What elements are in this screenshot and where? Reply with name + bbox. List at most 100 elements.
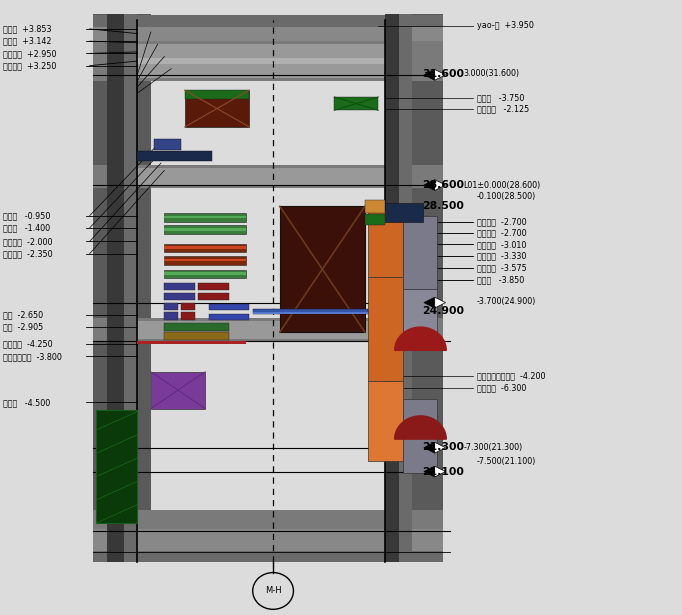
- Bar: [137, 321, 385, 339]
- Bar: [164, 259, 246, 261]
- Bar: [164, 228, 246, 231]
- Text: 送风管  +3.853: 送风管 +3.853: [3, 25, 51, 33]
- Bar: [253, 312, 368, 314]
- Bar: [253, 309, 368, 314]
- Bar: [385, 204, 423, 222]
- Polygon shape: [395, 327, 446, 351]
- Text: 弱电桥架  -3.330: 弱电桥架 -3.330: [477, 252, 527, 261]
- Bar: [164, 226, 246, 234]
- Text: 21.100: 21.100: [423, 467, 464, 477]
- Bar: [93, 14, 151, 561]
- Bar: [385, 14, 443, 561]
- Text: 弱电桥架  -2.700: 弱电桥架 -2.700: [477, 217, 527, 226]
- Bar: [404, 289, 437, 344]
- Bar: [106, 14, 123, 561]
- Bar: [164, 272, 246, 275]
- Bar: [164, 216, 246, 218]
- Bar: [137, 58, 385, 65]
- Bar: [93, 529, 443, 552]
- Bar: [185, 90, 250, 100]
- Bar: [137, 168, 385, 186]
- Bar: [385, 14, 402, 561]
- Bar: [368, 381, 404, 461]
- Bar: [404, 399, 437, 473]
- Text: 强电桥架  -2.000: 强电桥架 -2.000: [3, 237, 53, 246]
- Bar: [209, 314, 250, 320]
- Text: 21.300: 21.300: [423, 442, 464, 452]
- Bar: [164, 323, 229, 331]
- Bar: [164, 213, 246, 222]
- Text: -7.300(21.300): -7.300(21.300): [463, 443, 522, 451]
- Bar: [368, 277, 404, 381]
- Text: 污水管   -4.500: 污水管 -4.500: [3, 398, 50, 407]
- Polygon shape: [424, 442, 434, 453]
- Bar: [164, 312, 178, 320]
- Polygon shape: [434, 442, 445, 453]
- Polygon shape: [434, 466, 445, 477]
- Text: -7.500(21.100): -7.500(21.100): [477, 458, 536, 466]
- Polygon shape: [424, 297, 434, 308]
- Bar: [198, 293, 229, 300]
- Text: 强电桥架  -2.350: 强电桥架 -2.350: [3, 249, 53, 258]
- Text: 送风管   -0.950: 送风管 -0.950: [3, 211, 50, 220]
- Bar: [181, 303, 195, 310]
- Bar: [93, 41, 443, 81]
- Bar: [399, 14, 413, 561]
- Text: 排烟风管  -6.300: 排烟风管 -6.300: [477, 384, 527, 393]
- Text: 加压送风  -4.250: 加压送风 -4.250: [3, 339, 53, 349]
- Bar: [93, 15, 443, 27]
- Text: L01±0.000(28.600): L01±0.000(28.600): [463, 181, 541, 189]
- Bar: [151, 372, 205, 408]
- Text: 弱电桥架  +3.250: 弱电桥架 +3.250: [3, 61, 56, 70]
- Bar: [164, 247, 246, 249]
- Text: 24.900: 24.900: [423, 306, 464, 315]
- Text: 31.600: 31.600: [423, 69, 464, 79]
- Text: 消火栓给水管  -3.800: 消火栓给水管 -3.800: [3, 352, 61, 361]
- Bar: [209, 304, 250, 310]
- Bar: [365, 200, 385, 213]
- Bar: [164, 332, 229, 340]
- Polygon shape: [434, 297, 445, 308]
- Polygon shape: [424, 466, 434, 477]
- Text: 3.000(31.600): 3.000(31.600): [463, 69, 520, 78]
- Text: M-H: M-H: [265, 587, 282, 595]
- Text: 自动喷淋  +2.950: 自动喷淋 +2.950: [3, 49, 56, 58]
- Text: 弱电桥架  -3.010: 弱电桥架 -3.010: [477, 240, 527, 249]
- Bar: [137, 341, 246, 344]
- Text: -0.100(28.500): -0.100(28.500): [477, 192, 536, 200]
- Bar: [365, 214, 385, 225]
- Polygon shape: [434, 180, 445, 191]
- Text: 送风管   -3.750: 送风管 -3.750: [477, 93, 524, 102]
- Text: 送风管  +3.142: 送风管 +3.142: [3, 37, 51, 46]
- Bar: [198, 283, 229, 290]
- Bar: [334, 97, 379, 110]
- Bar: [164, 256, 246, 264]
- Bar: [123, 14, 137, 561]
- Bar: [164, 244, 246, 252]
- Polygon shape: [424, 180, 434, 191]
- Bar: [93, 318, 443, 341]
- Polygon shape: [395, 416, 446, 439]
- Bar: [93, 550, 443, 561]
- Bar: [404, 216, 437, 289]
- Text: 强电桥架  -2.700: 强电桥架 -2.700: [477, 228, 527, 237]
- Text: 28.500: 28.500: [423, 202, 464, 212]
- Text: 弱线  -2.905: 弱线 -2.905: [3, 323, 43, 331]
- Polygon shape: [434, 69, 445, 80]
- Bar: [280, 207, 365, 332]
- Bar: [368, 210, 404, 277]
- Text: 排烟风管  -3.575: 排烟风管 -3.575: [477, 264, 527, 273]
- Bar: [93, 510, 443, 531]
- Bar: [164, 293, 195, 300]
- Bar: [137, 44, 385, 78]
- Text: -3.700(24.900): -3.700(24.900): [477, 297, 536, 306]
- Polygon shape: [424, 69, 434, 80]
- Bar: [96, 410, 137, 523]
- Text: 弱线  -2.650: 弱线 -2.650: [3, 311, 43, 319]
- Bar: [154, 138, 181, 149]
- Text: 28.600: 28.600: [423, 180, 464, 190]
- Text: yao-框  +3.950: yao-框 +3.950: [477, 22, 534, 30]
- Text: 送风管   -1.400: 送风管 -1.400: [3, 223, 50, 232]
- Text: 送风管   -3.850: 送风管 -3.850: [477, 276, 524, 285]
- Bar: [93, 165, 443, 188]
